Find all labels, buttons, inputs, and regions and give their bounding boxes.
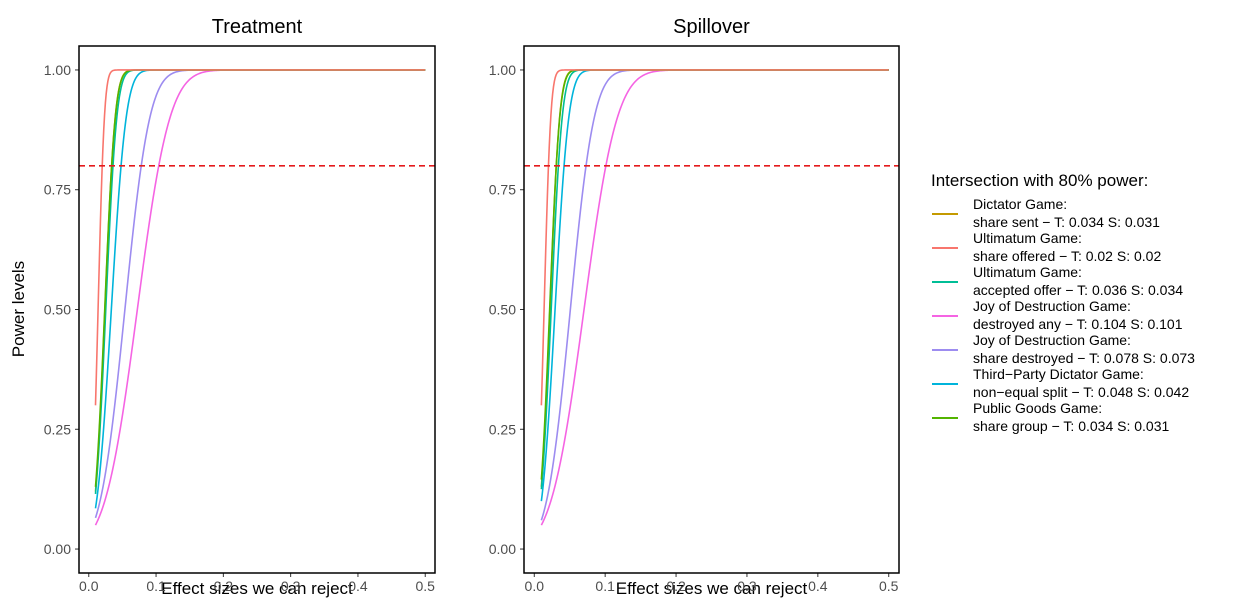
series-line-4 xyxy=(540,69,889,490)
x-tick-label: 0.1 xyxy=(595,578,615,594)
legend-entry: Public Goods Game: share group − T: 0.034… xyxy=(932,400,1169,434)
panel-title: Spillover xyxy=(673,16,750,38)
x-tick-label: 0.3 xyxy=(737,578,757,594)
series-line-4 xyxy=(94,69,426,495)
legend-label-line2: share group − T: 0.034 S: 0.031 xyxy=(973,418,1169,434)
x-tick-label: 0.4 xyxy=(808,578,828,594)
legend-label-line1: Ultimatum Game: xyxy=(973,264,1082,280)
x-tick-label: 0.0 xyxy=(525,578,545,594)
panel-spillover: Spillover Effect sizes we can reject 0.00 0… xyxy=(489,16,900,598)
legend: Intersection with 80% power: Dictator Gam… xyxy=(931,171,1195,434)
legend-entry: Joy of Destruction Game: share destroyed … xyxy=(932,332,1195,366)
legend-label-line1: Joy of Destruction Game: xyxy=(973,332,1131,348)
series-line-0 xyxy=(540,69,889,521)
legend-label-line2: share sent − T: 0.034 S: 0.031 xyxy=(973,214,1160,230)
series-line-1 xyxy=(540,69,889,526)
y-tick-label: 0.75 xyxy=(489,182,516,198)
legend-entry: Dictator Game: share sent − T: 0.034 S: 0… xyxy=(932,196,1160,230)
x-tick-label: 0.3 xyxy=(281,578,301,594)
x-axis-title: Effect sizes we can reject xyxy=(616,579,808,598)
legend-label-line2: accepted offer − T: 0.036 S: 0.034 xyxy=(973,282,1183,298)
x-tick-label: 0.2 xyxy=(666,578,686,594)
x-tick-label: 0.5 xyxy=(879,578,899,594)
y-tick-label: 0.50 xyxy=(44,302,71,318)
x-tick-label: 0.0 xyxy=(79,578,99,594)
panel-title: Treatment xyxy=(212,16,303,38)
panel-border xyxy=(78,45,436,574)
panel-treatment: Treatment Effect sizes we can reject 0.00 0… xyxy=(44,16,436,598)
x-tick-label: 0.2 xyxy=(214,578,234,594)
y-axis-title: Power levels xyxy=(9,261,28,357)
series-line-6 xyxy=(540,69,889,406)
legend-label-line2: non−equal split − T: 0.048 S: 0.042 xyxy=(973,384,1189,400)
y-tick-label: 1.00 xyxy=(44,62,71,78)
x-tick-label: 0.5 xyxy=(416,578,436,594)
x-tick-label: 0.4 xyxy=(348,578,368,594)
legend-label-line1: Public Goods Game: xyxy=(973,400,1102,416)
series-line-2 xyxy=(94,69,426,509)
series-line-3 xyxy=(540,69,889,487)
y-tick-label: 0.25 xyxy=(44,421,71,437)
series-line-6 xyxy=(94,69,426,406)
y-tick-label: 0.25 xyxy=(489,421,516,437)
legend-entry: Third−Party Dictator Game: non−equal spli… xyxy=(932,366,1189,400)
series-line-2 xyxy=(540,69,889,502)
legend-label-line2: share destroyed − T: 0.078 S: 0.073 xyxy=(973,350,1195,366)
y-tick-label: 0.00 xyxy=(489,541,516,557)
x-axis-title: Effect sizes we can reject xyxy=(161,579,353,598)
panels-layer: Treatment Effect sizes we can reject 0.00 0… xyxy=(44,16,900,598)
y-tick-label: 0.00 xyxy=(44,541,71,557)
panel-border xyxy=(523,45,900,574)
series-line-5 xyxy=(94,69,426,487)
legend-entry: Joy of Destruction Game: destroyed any − … xyxy=(932,298,1183,332)
legend-label-line1: Joy of Destruction Game: xyxy=(973,298,1131,314)
legend-label-line2: destroyed any − T: 0.104 S: 0.101 xyxy=(973,316,1183,332)
series-line-5 xyxy=(540,69,889,480)
y-tick-label: 0.75 xyxy=(44,182,71,198)
legend-label-line1: Third−Party Dictator Game: xyxy=(973,366,1144,382)
legend-label-line1: Dictator Game: xyxy=(973,196,1067,212)
legend-entry: Ultimatum Game: share offered − T: 0.02 S… xyxy=(932,230,1161,264)
series-line-0 xyxy=(94,69,426,519)
series-line-3 xyxy=(94,69,426,492)
legend-entry: Ultimatum Game: accepted offer − T: 0.036… xyxy=(932,264,1183,298)
legend-label-line2: share offered − T: 0.02 S: 0.02 xyxy=(973,248,1161,264)
y-tick-label: 0.50 xyxy=(489,302,516,318)
legend-label-line1: Ultimatum Game: xyxy=(973,230,1082,246)
x-tick-label: 0.1 xyxy=(146,578,166,594)
legend-title: Intersection with 80% power: xyxy=(931,171,1148,190)
y-tick-label: 1.00 xyxy=(489,62,516,78)
